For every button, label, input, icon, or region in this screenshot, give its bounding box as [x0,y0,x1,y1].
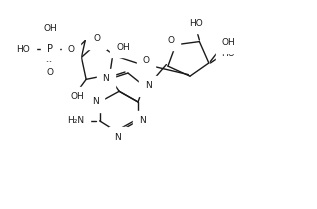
Text: N: N [145,81,152,90]
Text: H₂N: H₂N [68,116,85,125]
Text: N: N [114,133,121,142]
Text: HO: HO [222,49,235,58]
Text: N: N [103,74,109,83]
Text: OH: OH [222,38,235,47]
Text: HO: HO [16,45,30,54]
Text: OH: OH [43,24,57,33]
Text: O: O [47,68,54,77]
Text: P: P [47,45,53,55]
Text: N: N [92,97,99,106]
Text: N: N [139,116,146,125]
Text: OH: OH [70,92,84,101]
Text: OH: OH [116,43,130,52]
Text: HO: HO [189,19,203,28]
Text: O: O [142,56,149,65]
Text: O: O [93,34,100,43]
Text: O: O [68,45,74,54]
Text: O: O [168,36,175,45]
